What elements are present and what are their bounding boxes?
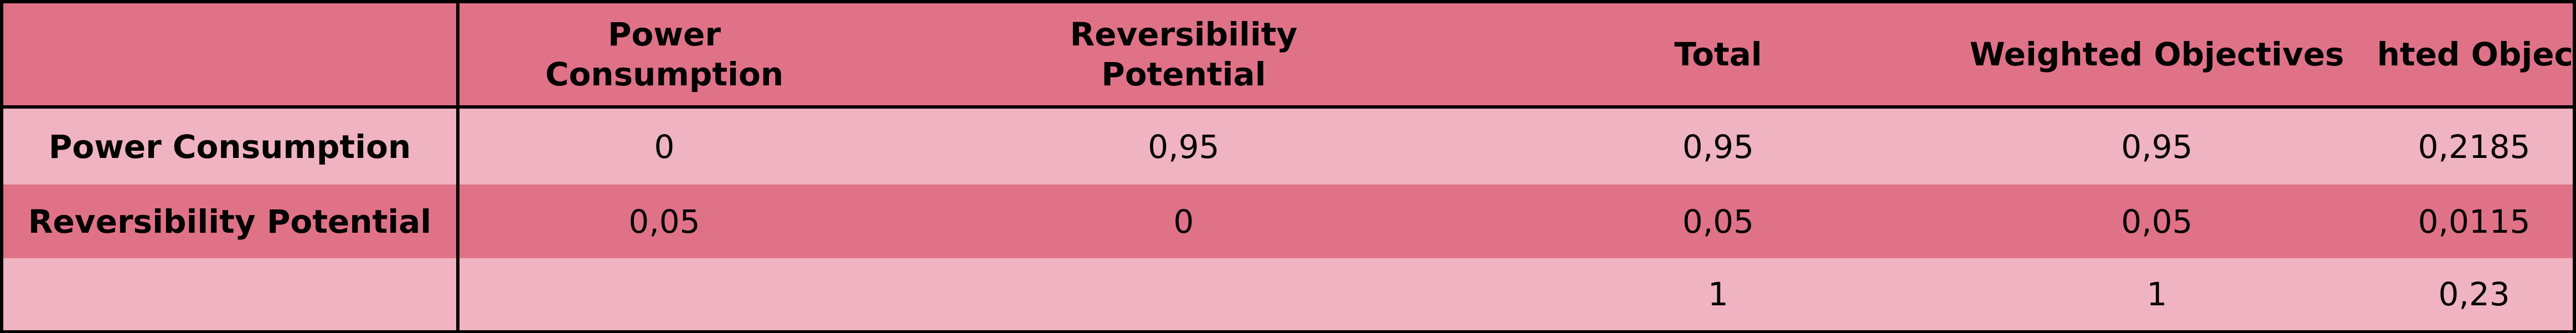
header-reversibility-line1: Reversibility bbox=[1070, 16, 1298, 53]
row-0-reversibility-potential: 0,95 bbox=[1148, 127, 1220, 166]
header-weighted-objectives-1: Weighted Objectives bbox=[1938, 3, 2376, 109]
row-2-weighted-objectives-2: 0,23 bbox=[2438, 275, 2510, 313]
header-total: Total bbox=[1498, 3, 1938, 109]
row-0-total: 0,95 bbox=[1682, 127, 1754, 166]
header-power-consumption: Power Consumption bbox=[460, 3, 869, 109]
row-0-label: Power Consumption bbox=[48, 127, 411, 166]
row-1-total: 0,05 bbox=[1682, 202, 1754, 240]
table-cell: 0,95 bbox=[1938, 109, 2376, 185]
table-cell: 0,95 bbox=[869, 109, 1498, 185]
table-cell: 0,95 bbox=[1498, 109, 1938, 185]
header-reversibility-line2: Potential bbox=[1101, 55, 1266, 93]
row-1-power-consumption: 0,05 bbox=[628, 202, 700, 240]
header-weighted-objectives-1-label: Weighted Objectives bbox=[1969, 35, 2345, 73]
table-cell bbox=[460, 258, 869, 330]
table-cell: 0 bbox=[869, 185, 1498, 258]
header-power-consumption-line2: Consumption bbox=[545, 55, 784, 93]
row-1-weighted-objectives-2: 0,0115 bbox=[2418, 202, 2531, 240]
table-cell: 0,2185 bbox=[2376, 109, 2573, 185]
row-0-weighted-objectives-1: 0,95 bbox=[2121, 127, 2193, 166]
row-label-reversibility-potential: Reversibility Potential bbox=[3, 185, 460, 258]
table-cell: 0,0115 bbox=[2376, 185, 2573, 258]
row-label-power-consumption: Power Consumption bbox=[3, 109, 460, 185]
row-label-totals bbox=[3, 258, 460, 330]
row-1-label: Reversibility Potential bbox=[28, 202, 432, 240]
header-weighted-objectives-2: Weighted Objectives bbox=[2376, 3, 2573, 109]
table-cell: 1 bbox=[1498, 258, 1938, 330]
table-cell: 1 bbox=[1938, 258, 2376, 330]
header-reversibility-potential: Reversibility Potential bbox=[869, 3, 1498, 109]
row-0-weighted-objectives-2: 0,2185 bbox=[2418, 127, 2531, 166]
row-2-weighted-objectives-1: 1 bbox=[2146, 275, 2167, 313]
table-cell: 0,23 bbox=[2376, 258, 2573, 330]
table-grid: Power Consumption Reversibility Potentia… bbox=[3, 3, 2573, 330]
table-cell bbox=[869, 258, 1498, 330]
row-0-power-consumption: 0 bbox=[654, 127, 675, 166]
row-1-weighted-objectives-1: 0,05 bbox=[2121, 202, 2193, 240]
table-cell: 0,05 bbox=[1498, 185, 1938, 258]
table-cell: 0 bbox=[460, 109, 869, 185]
header-power-consumption-line1: Power bbox=[608, 16, 721, 53]
header-total-label: Total bbox=[1674, 35, 1762, 73]
header-weighted-objectives-2-label: Weighted Objectives bbox=[2376, 35, 2573, 73]
row-2-total: 1 bbox=[1708, 275, 1728, 313]
table-cell: 0,05 bbox=[460, 185, 869, 258]
row-1-reversibility-potential: 0 bbox=[1173, 202, 1194, 240]
header-corner-cell bbox=[3, 3, 460, 109]
table-cell: 0,05 bbox=[1938, 185, 2376, 258]
